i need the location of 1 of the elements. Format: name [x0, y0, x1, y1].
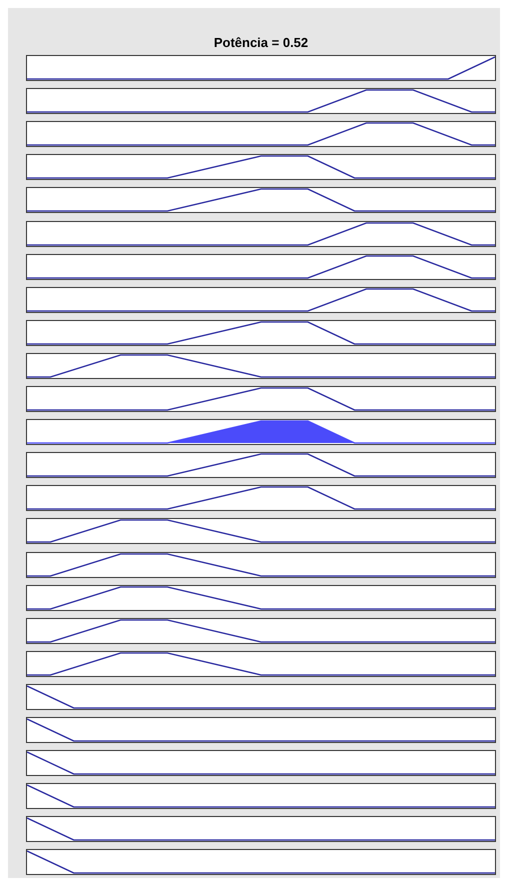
chart-title: Potência = 0.52 — [212, 34, 310, 52]
